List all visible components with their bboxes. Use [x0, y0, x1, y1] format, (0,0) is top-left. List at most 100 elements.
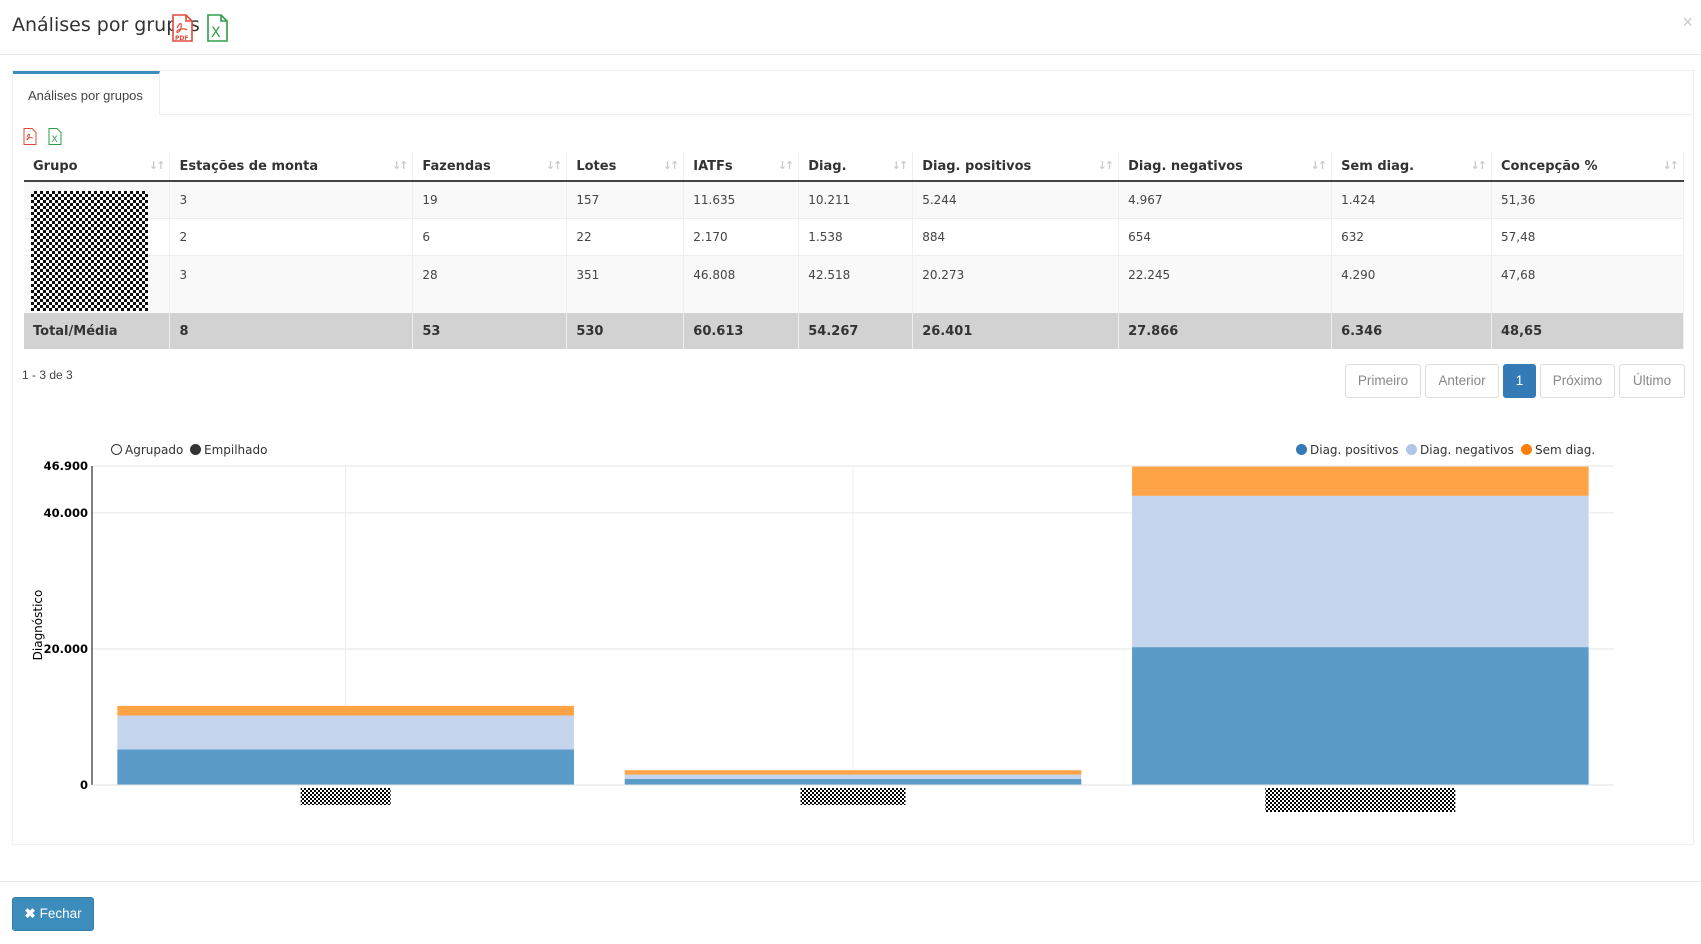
bar-segment — [1132, 495, 1589, 648]
sort-icon[interactable]: ↓↑ — [662, 159, 680, 172]
cell: 351 — [566, 255, 685, 313]
total-cell: 530 — [566, 313, 685, 349]
pager-page-1-button[interactable]: 1 — [1503, 364, 1536, 398]
col-header-diag[interactable]: Diag. ↓↑ — [798, 152, 914, 182]
excel-export-icon[interactable]: X — [205, 14, 229, 42]
legend-diag-negativos[interactable]: Diag. negativos — [1406, 443, 1514, 457]
bar-segment — [624, 778, 1082, 785]
col-header-iatfs[interactable]: IATFs ↓↑ — [683, 152, 800, 182]
cell: 1.538 — [798, 218, 914, 256]
sort-icon[interactable]: ↓↑ — [891, 159, 909, 172]
pdf-export-small-icon[interactable] — [23, 128, 37, 145]
x-tick-label-redacted — [800, 788, 906, 805]
legend-dot-icon — [1406, 444, 1417, 455]
col-header-estacoes[interactable]: Estações de monta ↓↑ — [169, 152, 414, 182]
tab-analises-por-grupos[interactable]: Análises por grupos — [13, 71, 160, 115]
x-tick-label-redacted — [300, 788, 391, 805]
y-tick-label: 46.900 — [44, 459, 88, 473]
total-cell: 48,65 — [1491, 313, 1684, 349]
cell: 4.967 — [1118, 181, 1333, 219]
cell: 2 — [169, 218, 414, 256]
sort-icon[interactable]: ↓↑ — [149, 159, 166, 172]
close-button[interactable]: ✖ Fechar — [12, 897, 94, 931]
sort-icon[interactable]: ↓↑ — [1097, 159, 1115, 172]
group-names-redacted-image — [31, 191, 148, 311]
cell: 11.635 — [683, 181, 800, 219]
tab-divider — [160, 114, 1693, 115]
total-cell: 26.401 — [912, 313, 1120, 349]
col-header-grupo[interactable]: Grupo ↓↑ — [24, 152, 171, 182]
chart-mode-stacked-radio[interactable]: Empilhado — [190, 443, 267, 457]
cell: 51,36 — [1491, 181, 1684, 219]
total-cell: 27.866 — [1118, 313, 1333, 349]
total-cell: 60.613 — [683, 313, 800, 349]
cell: 10.211 — [798, 181, 914, 219]
tab-panel: Análises por grupos — [12, 70, 1694, 845]
table-row[interactable]: 3 28 351 46.808 42.518 20.273 22.245 4.2… — [24, 255, 1684, 313]
cell: 22 — [566, 218, 685, 256]
col-header-diag-positivos[interactable]: Diag. positivos ↓↑ — [912, 152, 1120, 182]
close-icon[interactable]: × — [1682, 12, 1693, 32]
y-tick-label: 20.000 — [44, 642, 88, 656]
cell: 5.244 — [912, 181, 1120, 219]
legend-dot-icon — [1521, 444, 1532, 455]
pager-last-button[interactable]: Último — [1619, 364, 1685, 398]
x-tick-label-redacted — [1265, 788, 1456, 812]
cell: 28 — [412, 255, 568, 313]
sort-icon[interactable]: ↓↑ — [391, 159, 409, 172]
bar-segment — [624, 770, 1082, 775]
chart-mode-grouped-radio[interactable]: Agrupado — [111, 443, 183, 457]
col-header-fazendas[interactable]: Fazendas ↓↑ — [412, 152, 568, 182]
sort-icon[interactable]: ↓↑ — [1310, 159, 1328, 172]
cell: 57,48 — [1491, 218, 1684, 256]
cell: 20.273 — [912, 255, 1120, 313]
bar-segment — [117, 715, 574, 750]
cell: 3 — [169, 181, 414, 219]
pdf-export-icon[interactable]: PDF — [170, 14, 194, 42]
svg-text:X: X — [52, 135, 58, 145]
cell: 654 — [1118, 218, 1333, 256]
col-header-concepcao[interactable]: Concepção % ↓↑ — [1491, 152, 1684, 182]
bar-segment — [1132, 647, 1589, 785]
cell: 6 — [412, 218, 568, 256]
cell: 3 — [169, 255, 414, 313]
legend-diag-positivos[interactable]: Diag. positivos — [1296, 443, 1398, 457]
pager-next-button[interactable]: Próximo — [1540, 364, 1615, 398]
bar-segment — [1132, 466, 1589, 496]
modal-title: Análises por grupos — [12, 14, 200, 36]
legend-dot-icon — [1296, 444, 1307, 455]
cell: 19 — [412, 181, 568, 219]
table-total-row: Total/Média 8 53 530 60.613 54.267 26.40… — [24, 313, 1684, 349]
col-header-diag-negativos[interactable]: Diag. negativos ↓↑ — [1118, 152, 1333, 182]
table-header-row: Grupo ↓↑ Estações de monta ↓↑ Fazendas ↓↑ L… — [24, 152, 1684, 182]
sort-icon[interactable]: ↓↑ — [1470, 159, 1488, 172]
sort-icon[interactable]: ↓↑ — [777, 159, 795, 172]
pager-prev-button[interactable]: Anterior — [1425, 364, 1499, 398]
bar-segment — [117, 705, 574, 716]
pager-first-button[interactable]: Primeiro — [1345, 364, 1421, 398]
cell: 1.424 — [1331, 181, 1492, 219]
cell: 22.245 — [1118, 255, 1333, 313]
sort-icon[interactable]: ↓↑ — [545, 159, 563, 172]
radio-empty-icon — [111, 444, 122, 455]
y-tick-label: 40.000 — [44, 506, 88, 520]
col-header-lotes[interactable]: Lotes ↓↑ — [566, 152, 685, 182]
close-x-icon: ✖ — [24, 906, 36, 921]
table-row[interactable]: 3 19 157 11.635 10.211 5.244 4.967 1.424… — [24, 181, 1684, 219]
cell: 157 — [566, 181, 685, 219]
svg-text:PDF: PDF — [175, 35, 188, 42]
sort-icon[interactable]: ↓↑ — [1662, 159, 1680, 172]
modal-header: Análises por grupos PDF X × — [0, 0, 1701, 55]
cell: 2.170 — [683, 218, 800, 256]
bar-segment — [624, 774, 1082, 779]
total-cell: 54.267 — [798, 313, 914, 349]
y-axis-label: Diagnóstico — [31, 590, 45, 661]
legend-sem-diag[interactable]: Sem diag. — [1521, 443, 1595, 457]
total-cell: 53 — [412, 313, 568, 349]
col-header-sem-diag[interactable]: Sem diag. ↓↑ — [1331, 152, 1492, 182]
excel-export-small-icon[interactable]: X — [48, 128, 62, 145]
total-cell: 8 — [169, 313, 414, 349]
pagination-range: 1 - 3 de 3 — [22, 368, 73, 382]
cell: 42.518 — [798, 255, 914, 313]
